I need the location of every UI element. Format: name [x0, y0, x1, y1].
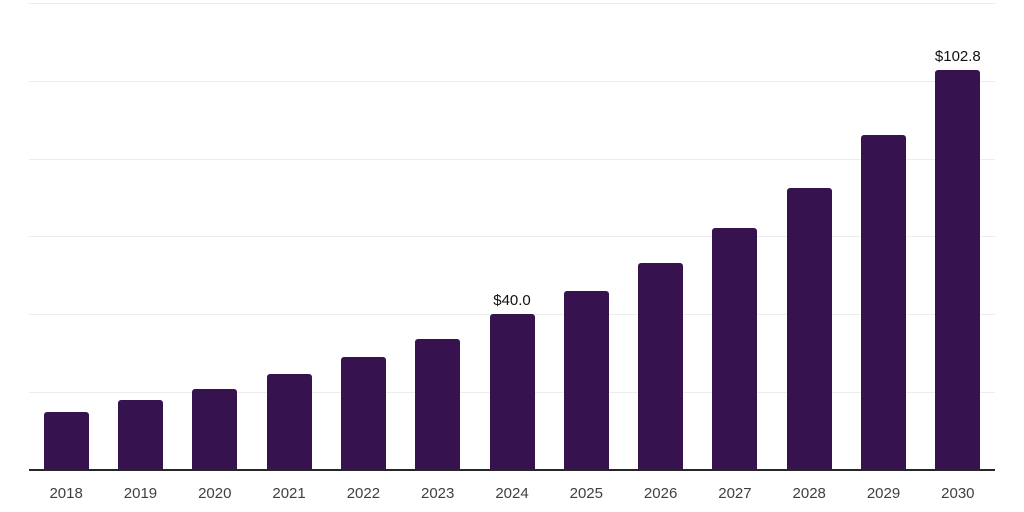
x-tick-2027: 2027: [718, 485, 752, 502]
data-label-2024: $40.0: [493, 292, 531, 309]
x-tick-2024: 2024: [495, 485, 529, 502]
bar-2029: [861, 135, 906, 470]
bar-2022: [341, 357, 386, 470]
data-label-2030: $102.8: [934, 48, 981, 65]
x-tick-2028: 2028: [792, 485, 826, 502]
x-axis-line: [29, 469, 995, 471]
bar-2019: [118, 400, 163, 470]
bar-2030: [935, 70, 980, 470]
gridline-60: [29, 236, 995, 237]
x-tick-2023: 2023: [421, 485, 455, 502]
bar-2027: [712, 228, 757, 470]
x-tick-2022: 2022: [346, 485, 381, 502]
bar-2025: [564, 291, 609, 470]
x-tick-2026: 2026: [643, 485, 678, 502]
x-tick-2029: 2029: [866, 485, 901, 502]
gridline-80: [29, 159, 995, 160]
gridline-120: [29, 3, 995, 4]
gridline-100: [29, 81, 995, 82]
bar-2024: [490, 314, 535, 470]
bar-2018: [44, 412, 89, 470]
x-tick-2030: 2030: [941, 485, 975, 502]
bar-2026: [638, 263, 683, 470]
bar-2023: [415, 339, 460, 470]
x-tick-2021: 2021: [272, 485, 306, 502]
bar-2020: [192, 389, 237, 470]
bar-2028: [787, 188, 832, 470]
x-tick-2019: 2019: [123, 485, 158, 502]
bar-2021: [267, 374, 312, 470]
x-tick-2020: 2020: [198, 485, 232, 502]
x-tick-2025: 2025: [569, 485, 603, 502]
x-tick-2018: 2018: [49, 485, 83, 502]
